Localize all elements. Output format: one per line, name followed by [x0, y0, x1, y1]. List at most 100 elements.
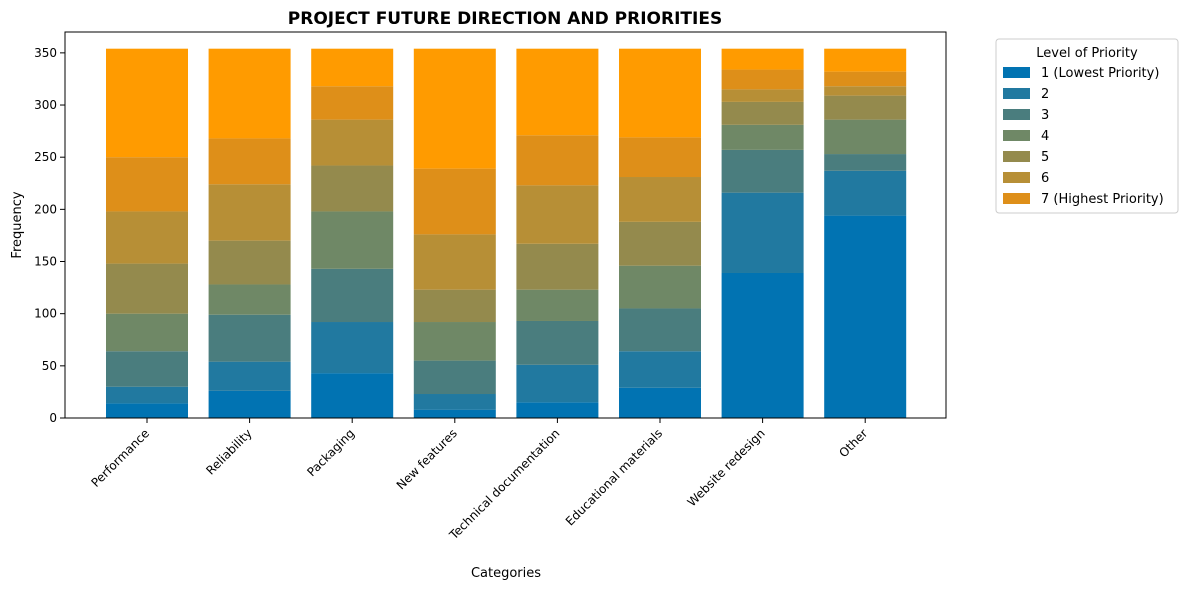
bar-segment: [619, 387, 701, 418]
legend-title: Level of Priority: [1036, 46, 1138, 61]
bars-group: [106, 48, 907, 418]
y-tick-label: 150: [34, 255, 57, 269]
y-axis-label: Frequency: [10, 191, 25, 258]
x-tick-label: Technical documentation: [446, 426, 563, 543]
y-tick-label: 200: [34, 202, 57, 216]
bar-segment: [413, 360, 496, 394]
bar-segment: [619, 48, 701, 138]
bar-segment: [311, 86, 394, 120]
bar-segment: [208, 361, 291, 391]
bar-segment: [721, 69, 804, 90]
bar-segment: [516, 185, 599, 244]
bar-segment: [106, 157, 188, 212]
bar-segment: [824, 154, 907, 171]
legend-swatch: [1003, 88, 1030, 99]
y-tick-label: 350: [34, 46, 57, 60]
x-tick-label: Performance: [88, 426, 152, 490]
plot-frame: [64, 31, 947, 419]
bar-segment: [413, 168, 496, 235]
bar-segment: [516, 364, 599, 403]
bar-segment: [311, 119, 394, 166]
x-tick-label: Other: [836, 426, 870, 460]
legend-label: 1 (Lowest Priority): [1041, 66, 1159, 81]
legend-swatch: [1003, 67, 1030, 78]
bar-segment: [619, 177, 701, 222]
legend-label: 2: [1041, 87, 1049, 102]
bar-segment: [208, 240, 291, 285]
bar-segment: [106, 351, 188, 387]
bar-segment: [721, 272, 804, 418]
legend-label: 7 (Highest Priority): [1041, 192, 1164, 207]
bar-segment: [619, 308, 701, 352]
bar-segment: [311, 268, 394, 323]
bar-segment: [516, 48, 599, 136]
bar-segment: [413, 394, 496, 410]
bar-segment: [106, 211, 188, 264]
bar-segment: [208, 184, 291, 241]
bar-segment: [824, 48, 907, 72]
bar-segment: [824, 86, 907, 96]
bar-segment: [516, 289, 599, 321]
bar-segment: [824, 170, 907, 216]
bar-segment: [413, 289, 496, 323]
bar-segment: [824, 215, 907, 418]
bar-segment: [106, 386, 188, 404]
x-axis: Performance Reliability Packaging New featu…: [88, 418, 870, 543]
bar-segment: [824, 119, 907, 155]
bar-segment: [721, 101, 804, 125]
bar-segment: [721, 149, 804, 193]
bar-segment: [516, 320, 599, 365]
bar-segment: [824, 71, 907, 87]
bar-segment: [208, 284, 291, 315]
x-tick-label: Packaging: [304, 426, 357, 479]
x-tick-label: New features: [394, 426, 460, 492]
legend: Level of Priority 1 (Lowest Priority) 2 3 4…: [995, 38, 1179, 214]
y-tick-label: 100: [34, 307, 57, 321]
chart-title: PROJECT FUTURE DIRECTION AND PRIORITIES: [288, 9, 722, 29]
x-tick-label: Educational materials: [563, 426, 665, 528]
bar-segment: [619, 137, 701, 178]
y-tick-label: 250: [34, 150, 57, 164]
bar-segment: [619, 221, 701, 266]
bar-segment: [208, 314, 291, 362]
bar-segment: [619, 265, 701, 309]
x-tick-label: Website redesign: [685, 426, 768, 509]
legend-label: 4: [1041, 129, 1049, 144]
legend-label: 6: [1041, 171, 1049, 186]
bar-segment: [208, 48, 291, 139]
bar-segment: [311, 322, 394, 374]
legend-label: 5: [1041, 150, 1049, 165]
bar-segment: [516, 402, 599, 418]
bar-segment: [208, 390, 291, 418]
y-tick-label: 0: [49, 411, 57, 425]
bar-segment: [311, 211, 394, 269]
bar-segment: [413, 409, 496, 418]
bar-segment: [516, 135, 599, 186]
bar-segment: [721, 124, 804, 150]
bar-segment: [208, 138, 291, 185]
y-axis: 0 50 100 150 200 250 300 350: [34, 46, 65, 425]
bar-segment: [824, 95, 907, 120]
bar-segment: [413, 48, 496, 169]
bar-segment: [106, 403, 188, 418]
x-tick-label: Reliability: [203, 426, 254, 477]
legend-swatch: [1003, 172, 1030, 183]
y-tick-label: 300: [34, 98, 57, 112]
bar-segment: [413, 234, 496, 290]
bar-segment: [311, 165, 394, 212]
bar-segment: [311, 373, 394, 418]
bar-segment: [413, 322, 496, 361]
legend-label: 3: [1041, 108, 1049, 123]
bar-segment: [311, 48, 394, 87]
bar-segment: [619, 351, 701, 388]
bar-segment: [721, 192, 804, 273]
y-tick-label: 50: [42, 359, 57, 373]
bar-segment: [721, 48, 804, 70]
bar-segment: [106, 263, 188, 314]
legend-swatch: [1003, 130, 1030, 141]
legend-swatch: [1003, 109, 1030, 120]
bar-segment: [516, 243, 599, 290]
bar-segment: [106, 313, 188, 352]
x-axis-label: Categories: [471, 566, 541, 581]
